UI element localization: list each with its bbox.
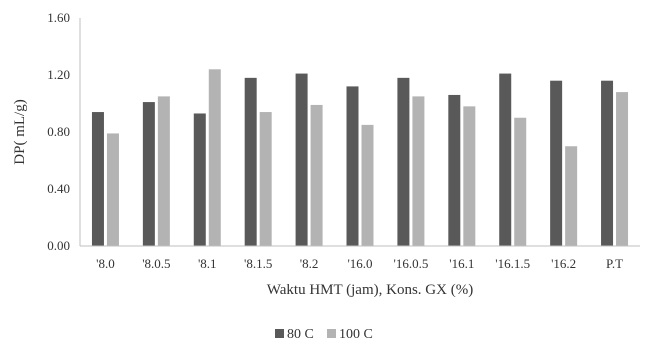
bar-s1 [295,73,308,246]
bar-s2 [361,124,374,246]
bar-s2 [310,104,323,246]
bar-s1 [550,80,563,246]
bar-s1 [346,86,359,247]
bar-s2 [208,69,221,246]
x-tick-label: '8.1.5 [244,256,272,271]
x-tick-label: P.T [606,256,623,271]
legend-label: 80 C [287,327,314,342]
legend: 80 C 100 C [275,327,373,342]
y-axis-ticks: 0.00 0.40 0.80 1.20 1.60 [47,10,70,253]
x-tick-label: '16.0.5 [393,256,428,271]
bar-s1 [244,77,257,246]
bar-s1 [448,94,461,246]
x-axis-ticks: '8.0 '8.0.5 '8.1 '8.1.5 '8.2 '16.0 '16.0.5 '16.… [96,256,623,271]
bar-s1 [601,80,614,246]
bar-s1 [91,112,104,246]
bar-s2 [463,106,476,246]
x-tick-label: '8.0 [96,256,115,271]
bar-s2 [259,112,272,246]
y-tick-label: 0.40 [47,181,70,196]
legend-swatch [275,329,284,338]
x-tick-label: '8.0.5 [142,256,170,271]
y-tick-label: 1.20 [47,67,70,82]
bar-s2 [412,96,425,246]
y-tick-label: 1.60 [47,10,70,25]
x-tick-label: '16.1 [449,256,474,271]
bar-s2 [157,96,170,246]
bar-s1 [142,102,155,246]
legend-label: 100 C [339,327,373,342]
bar-s2 [106,133,119,246]
y-axis-title: DP( mL/g) [12,99,28,164]
x-tick-label: '16.0 [347,256,372,271]
x-tick-label: '8.1 [198,256,217,271]
y-tick-label: 0.00 [47,238,70,253]
y-tick-label: 0.80 [47,124,70,139]
x-tick-label: '16.1.5 [495,256,530,271]
x-tick-label: '8.2 [300,256,319,271]
x-axis-title: Waktu HMT (jam), Kons. GX (%) [267,282,473,298]
legend-swatch [327,329,336,338]
bar-s2 [616,92,629,246]
bar-s2 [565,146,578,246]
bar-s1 [193,113,206,246]
bar-s1 [499,73,512,246]
bar-s2 [514,117,527,246]
x-tick-label: '16.2 [551,256,576,271]
bars [91,69,629,247]
bar-s1 [397,77,410,246]
